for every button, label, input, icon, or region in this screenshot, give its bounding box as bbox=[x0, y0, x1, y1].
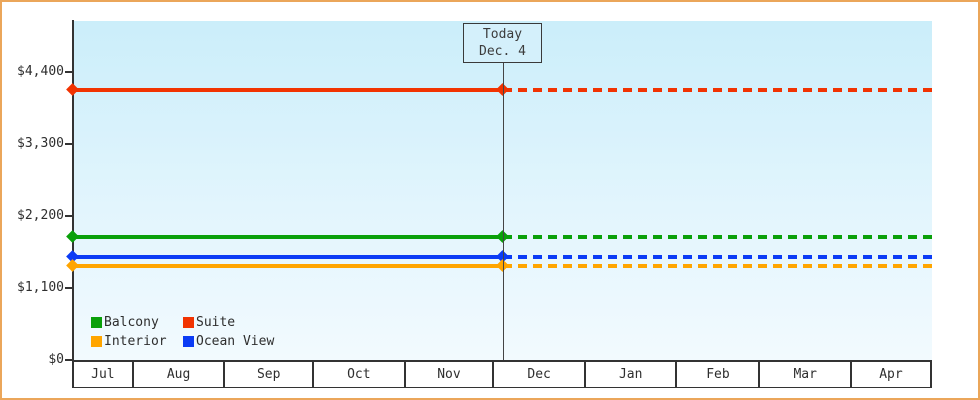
month-label: Jan bbox=[618, 367, 643, 382]
today-date-label: Dec. 4 bbox=[479, 44, 526, 59]
month-cell-apr: Apr bbox=[849, 362, 932, 387]
series-line-solid-suite bbox=[73, 88, 503, 92]
legend-label-ocean-view: Ocean View bbox=[196, 333, 275, 349]
legend-swatch-suite bbox=[183, 316, 194, 328]
y-axis-tick-label: $4,400 bbox=[17, 64, 64, 79]
x-axis-line bbox=[72, 360, 932, 362]
y-axis-tick-label: $3,300 bbox=[17, 136, 64, 151]
legend-item-ocean-view: Ocean View bbox=[183, 332, 274, 350]
series-line-dotted-ocean-view bbox=[503, 255, 932, 259]
y-axis-tick-label: $1,100 bbox=[17, 280, 64, 295]
month-cell-mar: Mar bbox=[758, 362, 850, 387]
y-axis-tick bbox=[65, 359, 73, 361]
month-label: Sep bbox=[256, 367, 281, 382]
x-axis-month-band: Jul Aug Sep Oct Nov Dec Jan Feb Mar Apr bbox=[72, 362, 932, 388]
month-label: Mar bbox=[793, 367, 817, 382]
legend: Balcony Suite Interior Ocean View bbox=[91, 313, 274, 350]
month-label: Dec bbox=[527, 367, 551, 382]
y-axis-tick bbox=[65, 287, 73, 289]
month-cell-dec: Dec bbox=[492, 362, 584, 387]
series-line-dotted-balcony bbox=[503, 235, 932, 239]
month-label: Oct bbox=[347, 367, 371, 382]
today-vertical-line bbox=[503, 62, 504, 360]
legend-swatch-ocean-view bbox=[183, 335, 194, 347]
today-label: Today bbox=[482, 27, 523, 42]
y-axis-line bbox=[72, 20, 74, 362]
series-line-solid-interior bbox=[73, 264, 503, 268]
month-cell-feb: Feb bbox=[675, 362, 758, 387]
today-annotation-box: Today Dec. 4 bbox=[463, 23, 542, 63]
series-line-solid-ocean-view bbox=[73, 255, 503, 259]
legend-label-interior: Interior bbox=[104, 333, 167, 349]
y-axis-tick-label: $2,200 bbox=[17, 208, 64, 223]
legend-item-interior: Interior bbox=[91, 332, 183, 350]
month-label: Nov bbox=[437, 367, 461, 382]
legend-swatch-balcony bbox=[91, 316, 102, 328]
month-cell-aug: Aug bbox=[131, 362, 224, 387]
y-axis-tick-label: $0 bbox=[48, 352, 64, 367]
y-axis-tick bbox=[65, 143, 73, 145]
legend-item-balcony: Balcony bbox=[91, 313, 183, 331]
legend-label-suite: Suite bbox=[196, 314, 236, 330]
series-line-dotted-interior bbox=[503, 264, 932, 268]
month-cell-jan: Jan bbox=[583, 362, 676, 387]
month-label: Feb bbox=[706, 367, 730, 382]
month-cell-nov: Nov bbox=[403, 362, 493, 387]
month-cell-sep: Sep bbox=[223, 362, 312, 387]
series-line-dotted-suite bbox=[503, 88, 932, 92]
legend-label-balcony: Balcony bbox=[104, 314, 159, 330]
month-cell-jul: Jul bbox=[72, 362, 132, 387]
legend-item-suite: Suite bbox=[183, 313, 274, 331]
series-line-solid-balcony bbox=[73, 235, 503, 239]
month-label: Aug bbox=[166, 367, 191, 382]
month-label: Apr bbox=[879, 367, 903, 382]
month-cell-oct: Oct bbox=[312, 362, 404, 387]
y-axis-tick bbox=[65, 71, 73, 73]
month-label: Jul bbox=[91, 367, 115, 382]
y-axis-tick bbox=[65, 215, 73, 217]
legend-swatch-interior bbox=[91, 335, 102, 347]
